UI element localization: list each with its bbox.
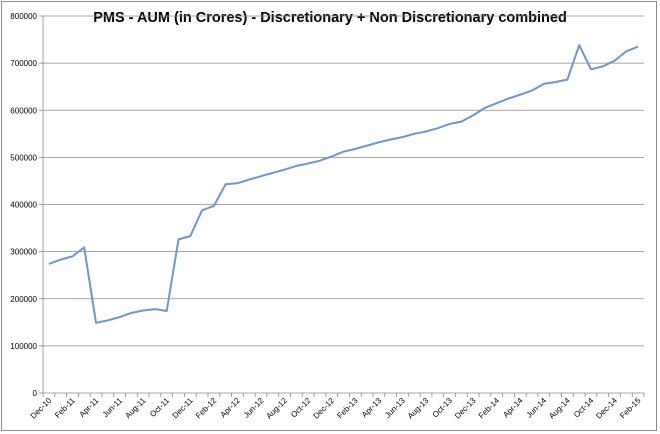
x-tick-label: Feb-13 xyxy=(335,396,360,421)
x-tick-label: Dec-10 xyxy=(29,396,54,421)
x-tick-label: Dec-14 xyxy=(594,396,619,421)
y-tick-label: 400000 xyxy=(10,201,37,210)
x-tick-label: Jun-12 xyxy=(242,396,266,420)
data-point xyxy=(449,123,451,125)
data-point xyxy=(354,148,356,150)
data-point xyxy=(260,175,262,177)
data-point xyxy=(401,136,403,138)
axes xyxy=(39,15,645,397)
data-point xyxy=(154,308,156,310)
x-tick-label: Aug-11 xyxy=(123,396,148,421)
data-point xyxy=(107,319,109,321)
data-point xyxy=(555,81,557,83)
data-point xyxy=(637,46,639,48)
data-point xyxy=(236,182,238,184)
data-point xyxy=(201,209,203,211)
data-point xyxy=(484,107,486,109)
data-point xyxy=(590,68,592,70)
data-point xyxy=(48,263,50,265)
gridlines xyxy=(43,15,644,347)
data-point xyxy=(130,312,132,314)
data-point xyxy=(295,165,297,167)
x-tick-label: Aug-14 xyxy=(547,396,572,421)
data-point xyxy=(284,169,286,171)
data-point xyxy=(343,151,345,153)
x-tick-label: Jun-14 xyxy=(525,396,549,420)
x-tick-label: Feb-11 xyxy=(53,396,77,420)
x-tick-label: Aug-12 xyxy=(264,396,289,421)
data-point xyxy=(142,310,144,312)
series-line xyxy=(48,44,639,324)
x-tick-label: Aug-13 xyxy=(406,396,431,421)
y-tick-label: 600000 xyxy=(10,106,37,115)
data-point xyxy=(413,133,415,135)
y-tick-label: 800000 xyxy=(10,12,37,21)
data-point xyxy=(625,50,627,52)
data-point xyxy=(614,60,616,62)
x-tick-label: Feb-12 xyxy=(194,396,219,421)
x-tick-label: Oct-11 xyxy=(148,396,171,419)
data-point xyxy=(166,310,168,312)
y-tick-label: 300000 xyxy=(10,248,37,257)
x-tick-label: Apr-14 xyxy=(501,396,525,420)
data-point xyxy=(425,131,427,133)
data-point xyxy=(178,238,180,240)
data-point xyxy=(119,316,121,318)
x-tick-label: Dec-13 xyxy=(453,396,478,421)
x-tick-label: Oct-14 xyxy=(572,396,596,420)
data-point xyxy=(60,259,62,261)
data-point xyxy=(189,235,191,237)
data-point xyxy=(213,205,215,207)
data-point xyxy=(307,163,309,165)
y-tick-label: 200000 xyxy=(10,295,37,304)
data-point xyxy=(83,246,85,248)
data-point xyxy=(248,179,250,181)
data-point xyxy=(519,94,521,96)
x-tick-label: Feb-15 xyxy=(618,396,643,421)
x-tick-label: Feb-14 xyxy=(477,396,502,421)
data-point xyxy=(472,114,474,116)
y-tick-label: 0 xyxy=(33,389,38,398)
x-tick-label: Dec-11 xyxy=(171,396,196,421)
x-tick-label: Apr-12 xyxy=(219,396,243,420)
y-axis-ticks: 0 100000 200000 300000 400000 500000 600000 700… xyxy=(10,12,37,398)
data-point xyxy=(602,65,604,67)
data-point xyxy=(225,183,227,185)
x-tick-label: Jun-13 xyxy=(383,396,407,420)
x-tick-label: Apr-13 xyxy=(360,396,384,420)
chart-title: PMS - AUM (in Crores) - Discretionary + … xyxy=(93,10,567,26)
data-point xyxy=(272,172,274,174)
y-tick-label: 700000 xyxy=(10,59,37,68)
data-point xyxy=(72,255,74,257)
data-point xyxy=(378,141,380,143)
data-point xyxy=(437,127,439,129)
data-point xyxy=(331,155,333,157)
x-axis-ticks: Dec-10 Feb-11 Apr-11 Jun-11 Aug-11 Oct-11 Dec-… xyxy=(29,396,643,421)
data-point xyxy=(543,83,545,85)
x-tick-label: Oct-13 xyxy=(431,396,455,420)
y-tick-label: 100000 xyxy=(10,342,37,351)
data-point xyxy=(566,79,568,81)
data-point xyxy=(531,90,533,92)
y-tick-label: 500000 xyxy=(10,153,37,162)
x-tick-label: Apr-11 xyxy=(78,396,101,419)
data-point xyxy=(508,98,510,100)
data-point xyxy=(460,121,462,123)
data-point xyxy=(95,322,97,324)
x-tick-label: Oct-12 xyxy=(289,396,313,420)
series-layer xyxy=(48,44,639,324)
data-point xyxy=(366,145,368,147)
data-point xyxy=(319,160,321,162)
x-tick-label: Dec-12 xyxy=(312,396,337,421)
data-point xyxy=(390,139,392,141)
x-tick-label: Jun-11 xyxy=(101,396,125,420)
data-point xyxy=(578,44,580,46)
data-point xyxy=(496,102,498,104)
